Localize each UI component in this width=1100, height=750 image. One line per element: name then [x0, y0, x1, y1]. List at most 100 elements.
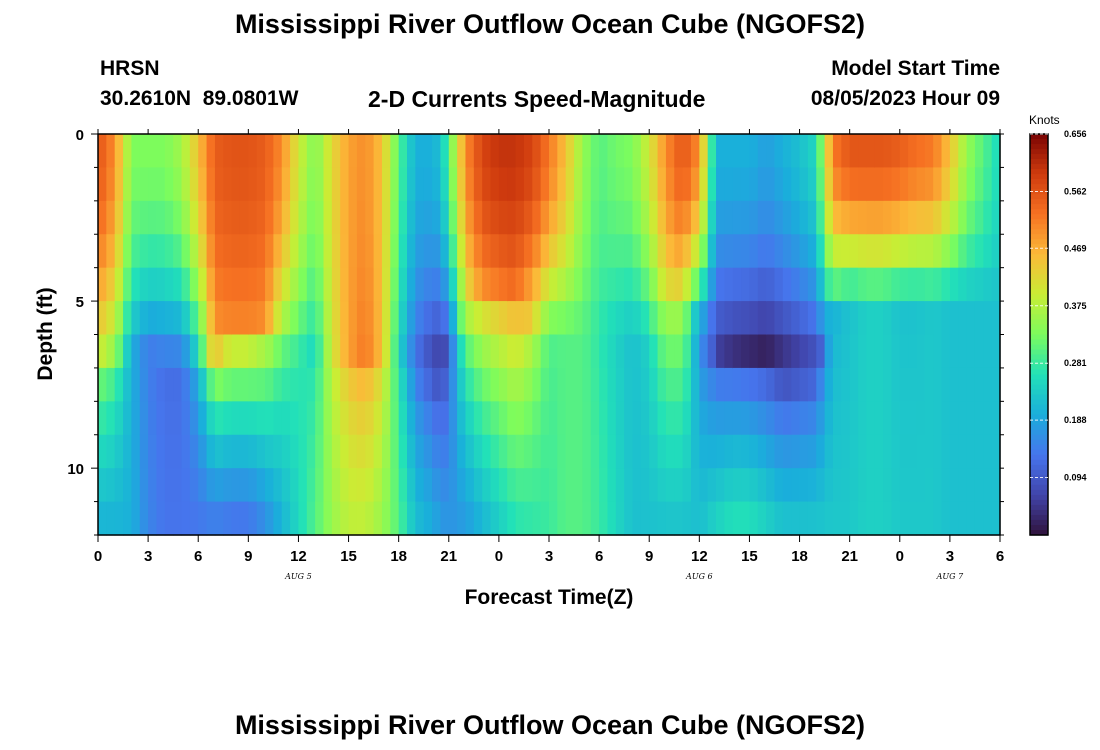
heatmap-cells	[98, 134, 1001, 536]
heatmap-cell	[173, 401, 183, 436]
heatmap-cell	[599, 434, 609, 469]
heatmap-cell	[582, 401, 592, 436]
colorbar-segment	[1030, 234, 1048, 240]
heatmap-cell	[423, 134, 433, 169]
heatmap-cell	[223, 267, 233, 302]
heatmap-cell	[791, 234, 801, 269]
heatmap-cell	[866, 134, 876, 169]
heatmap-cell	[799, 134, 809, 169]
heatmap-cell	[565, 167, 575, 202]
heatmap-cell	[381, 468, 391, 503]
heatmap-cell	[164, 434, 174, 469]
heatmap-cell	[365, 301, 375, 336]
heatmap-cell	[365, 401, 375, 436]
heatmap-cell	[816, 301, 826, 336]
heatmap-cell	[298, 200, 308, 235]
heatmap-cell	[523, 401, 533, 436]
heatmap-cell	[749, 301, 759, 336]
heatmap-cell	[206, 267, 216, 302]
heatmap-cell	[699, 267, 709, 302]
colorbar-tick-label: 0.375	[1064, 301, 1087, 311]
heatmap-cell	[991, 200, 1001, 235]
heatmap-cell	[966, 234, 976, 269]
heatmap-cell	[924, 234, 934, 269]
heatmap-cell	[883, 501, 893, 536]
heatmap-cell	[164, 301, 174, 336]
heatmap-cell	[373, 234, 383, 269]
heatmap-cell	[290, 434, 300, 469]
heatmap-cell	[407, 200, 416, 235]
heatmap-cell	[532, 267, 542, 302]
heatmap-cell	[98, 134, 107, 169]
heatmap-cell	[933, 501, 943, 536]
heatmap-cell	[649, 200, 659, 235]
heatmap-cell	[916, 134, 926, 169]
heatmap-cell	[189, 234, 199, 269]
heatmap-cell	[732, 134, 742, 169]
heatmap-cell	[732, 434, 742, 469]
heatmap-cell	[741, 167, 751, 202]
heatmap-cell	[281, 200, 291, 235]
heatmap-cell	[766, 167, 776, 202]
heatmap-cell	[231, 267, 241, 302]
heatmap-cell	[440, 468, 450, 503]
heatmap-cell	[640, 267, 650, 302]
heatmap-cell	[323, 401, 333, 436]
heatmap-cell	[791, 167, 801, 202]
station-coordinates: 30.2610N 89.0801W	[100, 87, 299, 110]
heatmap-cell	[498, 167, 508, 202]
heatmap-cell	[523, 234, 533, 269]
heatmap-cell	[657, 468, 667, 503]
heatmap-cell	[256, 134, 266, 169]
heatmap-cell	[557, 434, 567, 469]
heatmap-cell	[373, 401, 383, 436]
heatmap-cell	[423, 200, 433, 235]
heatmap-cell	[482, 167, 492, 202]
heatmap-cell	[949, 200, 959, 235]
heatmap-cell	[173, 468, 183, 503]
heatmap-cell	[432, 334, 442, 369]
heatmap-cell	[674, 167, 684, 202]
heatmap-cell	[256, 434, 266, 469]
heatmap-cell	[933, 167, 943, 202]
heatmap-cell	[415, 301, 425, 336]
heatmap-cell	[699, 367, 709, 402]
colorbar: 0.656 0.562 0.469 0.375 0.281 0.188 0.094	[1029, 129, 1087, 536]
heatmap-cell	[649, 167, 659, 202]
heatmap-cell	[448, 401, 458, 436]
heatmap-cell	[632, 401, 642, 436]
heatmap-cell	[707, 267, 717, 302]
heatmap-cell	[991, 234, 1001, 269]
heatmap-cell	[231, 501, 241, 536]
heatmap-cell	[265, 367, 274, 402]
x-tick-label: 0	[94, 548, 102, 565]
heatmap-cell	[523, 501, 533, 536]
x-tick-label: 21	[841, 548, 858, 565]
heatmap-cell	[540, 401, 550, 436]
heatmap-cell	[574, 434, 584, 469]
heatmap-cell	[440, 434, 450, 469]
heatmap-cell	[373, 434, 383, 469]
heatmap-cell	[916, 301, 926, 336]
heatmap-cell	[832, 234, 842, 269]
heatmap-cell	[891, 301, 901, 336]
heatmap-cell	[958, 200, 968, 235]
heatmap-cell	[858, 134, 867, 169]
heatmap-cell	[423, 234, 433, 269]
heatmap-cell	[874, 267, 884, 302]
heatmap-cell	[490, 267, 500, 302]
heatmap-cell	[866, 167, 876, 202]
heatmap-cell	[858, 501, 867, 536]
heatmap-cell	[699, 234, 709, 269]
heatmap-cell	[448, 468, 458, 503]
x-tick-label: 6	[194, 548, 202, 565]
heatmap-cell	[515, 367, 525, 402]
heatmap-cell	[306, 267, 316, 302]
heatmap-cell	[690, 468, 700, 503]
heatmap-cell	[674, 234, 684, 269]
heatmap-cell	[131, 267, 141, 302]
heatmap-cell	[874, 468, 884, 503]
heatmap-cell	[356, 134, 366, 169]
heatmap-cell	[807, 167, 817, 202]
colorbar-tick-label: 0.562	[1064, 186, 1087, 196]
